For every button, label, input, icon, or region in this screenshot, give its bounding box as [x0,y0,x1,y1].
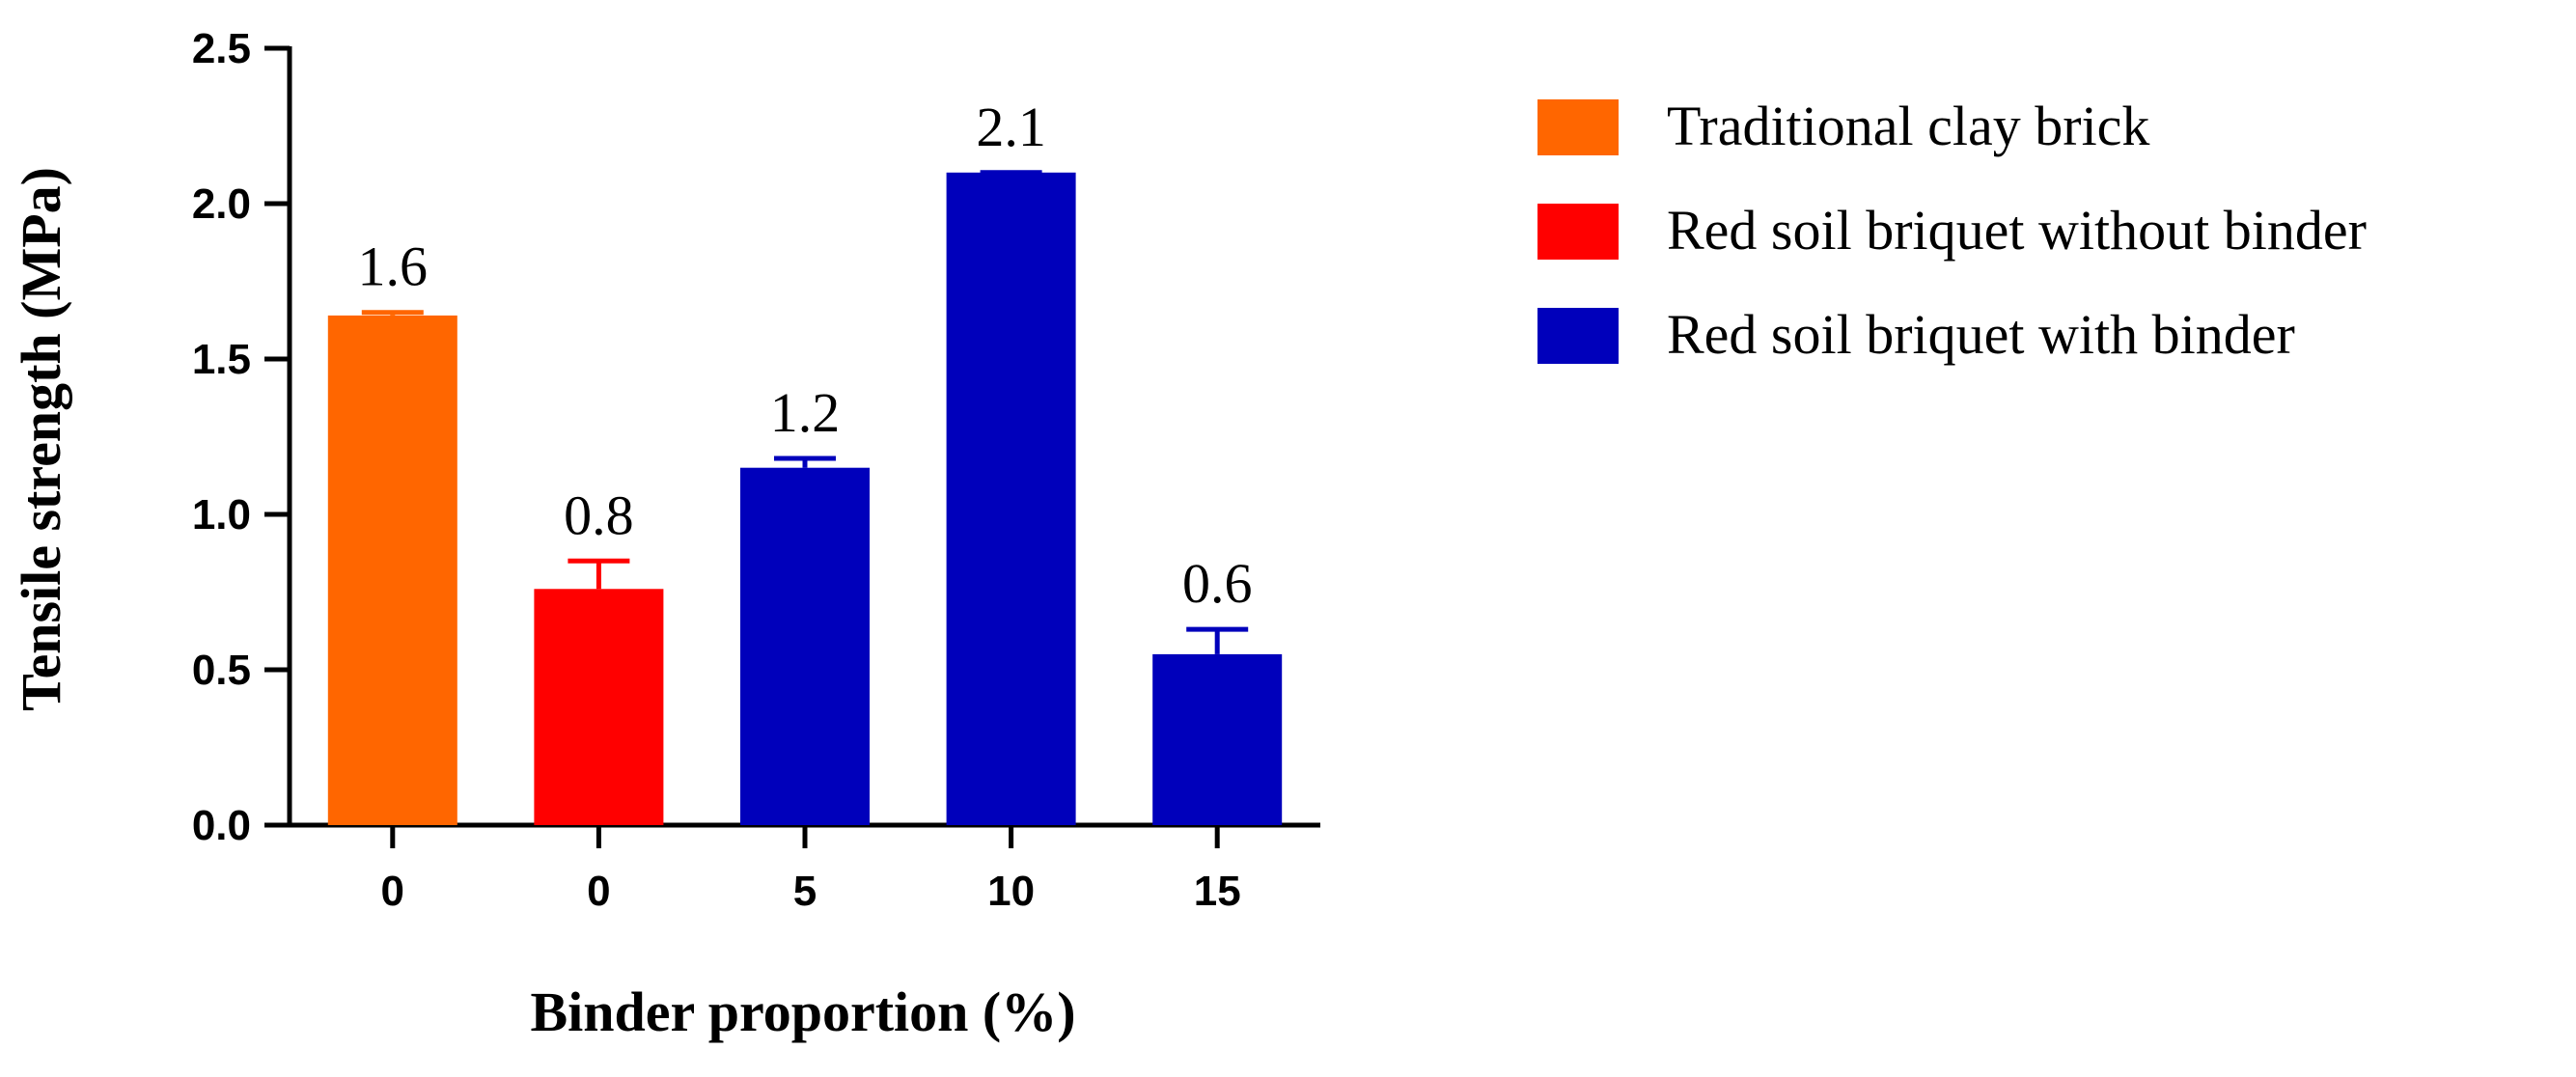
data-label: 0.8 [564,483,634,546]
legend-swatch [1537,308,1619,364]
y-axis: 0.0 0.5 1.0 1.5 2.0 2.5 [192,25,292,849]
x-tick-label: 10 [987,868,1035,915]
legend-label: Traditional clay brick [1667,95,2149,157]
bar [946,172,1076,826]
x-axis: 0 0 5 10 15 [288,822,1320,915]
bars [327,170,1283,826]
data-label: 2.1 [976,96,1046,158]
legend-swatch [1537,204,1619,260]
data-label: 1.6 [358,235,429,298]
bar [1152,653,1283,825]
x-tick-label: 0 [587,868,610,915]
x-tick-label: 5 [793,868,817,915]
y-tick-label: 1.5 [192,336,251,383]
x-tick-label: 0 [381,868,404,915]
y-tick-label: 2.0 [192,180,251,228]
y-tick-label: 2.5 [192,25,251,72]
legend-label: Red soil briquet with binder [1667,303,2295,366]
y-tick-label: 0.5 [192,647,251,694]
data-labels: 1.6 0.8 1.2 2.1 0.6 [358,96,1253,615]
x-axis-title: Binder proportion (%) [530,980,1075,1043]
legend: Traditional clay brick Red soil briquet w… [1537,95,2367,366]
legend-label: Red soil briquet without binder [1667,199,2367,262]
y-tick-label: 0.0 [192,802,251,849]
y-tick-label: 1.0 [192,491,251,538]
bar [740,467,870,825]
y-axis-title: Tensile strength (MPa) [10,167,72,711]
data-label: 1.2 [770,381,841,444]
x-tick-label: 15 [1194,868,1241,915]
legend-swatch [1537,99,1619,155]
data-label: 0.6 [1182,552,1253,615]
bar [534,589,664,825]
bar [327,315,457,825]
